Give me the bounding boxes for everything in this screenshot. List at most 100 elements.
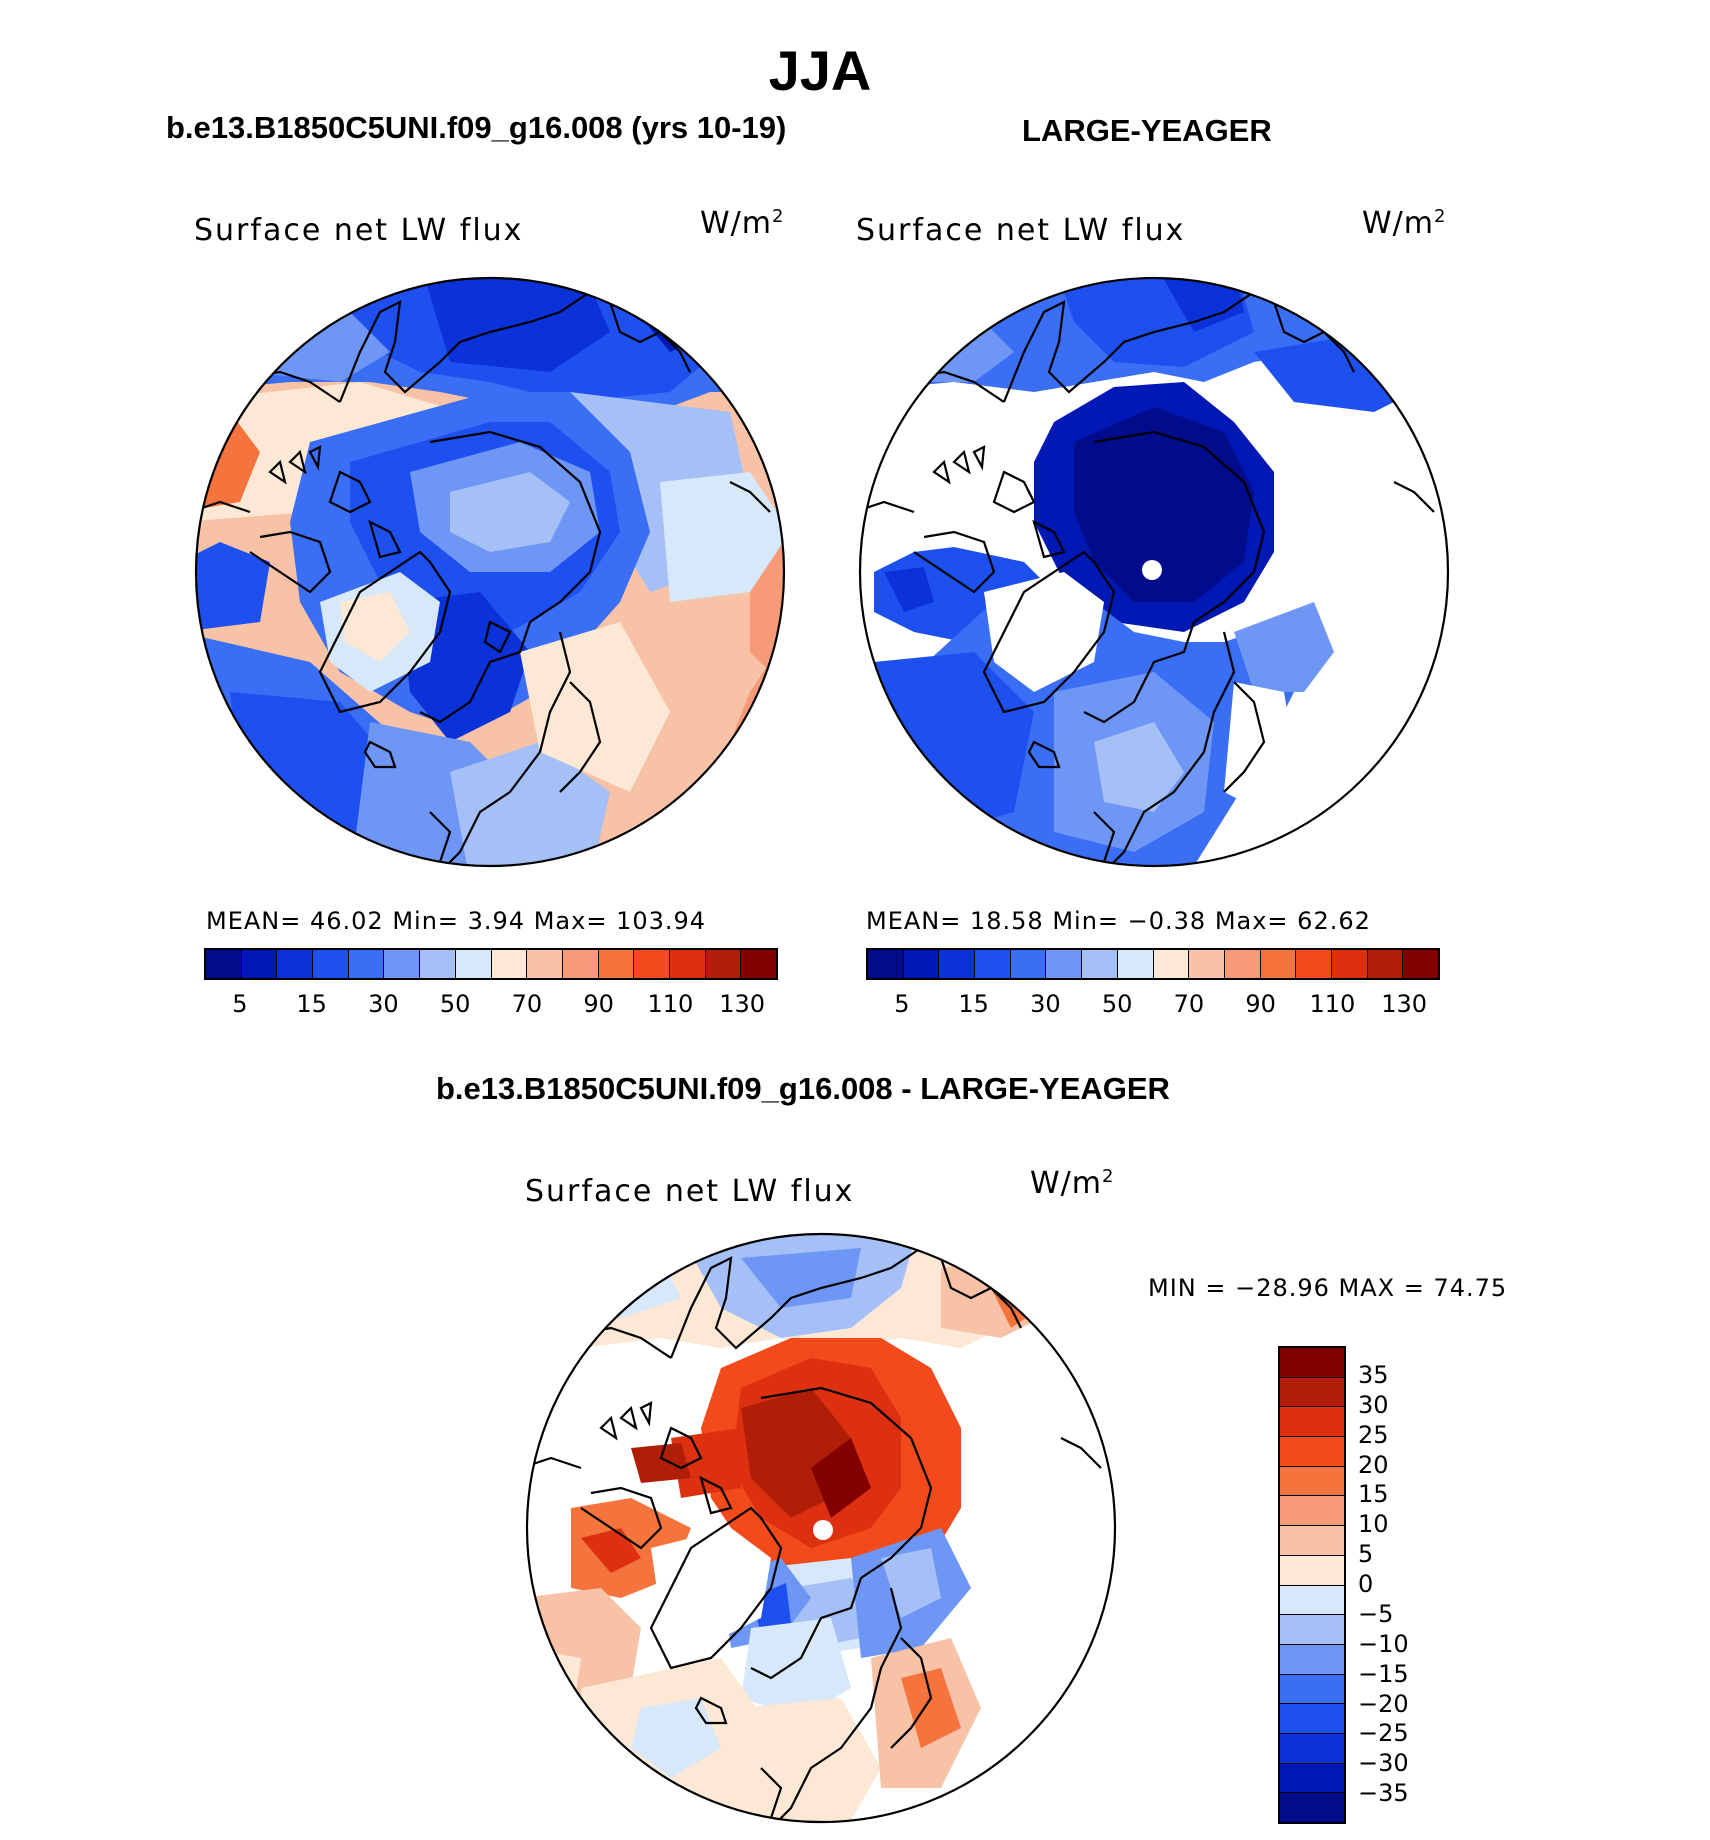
colorbar-cell: [1010, 950, 1047, 978]
right-polar-map: [858, 276, 1450, 868]
colorbar-cell: [1189, 950, 1225, 978]
right-panel-title: LARGE-YEAGER: [1022, 113, 1272, 148]
left-stats: MEAN= 46.02 Min= 3.94 Max= 103.94: [206, 907, 707, 935]
colorbar-cell: [1280, 1704, 1344, 1734]
left-panel-title: b.e13.B1850C5UNI.f09_g16.008 (yrs 10-19): [166, 110, 787, 145]
left-polar-map: [194, 276, 786, 868]
colorbar-tick-label: 15: [1358, 1480, 1389, 1509]
colorbar-cell: [598, 950, 635, 978]
left-units: W/m2: [700, 206, 785, 241]
colorbar-tick-label: −30: [1358, 1749, 1409, 1778]
colorbar-cell: [1280, 1585, 1344, 1616]
colorbar-tick-label: −15: [1358, 1659, 1409, 1688]
pole-marker-icon: [813, 1520, 833, 1540]
colorbar-tick-label: −5: [1358, 1599, 1394, 1628]
colorbar-cell: [868, 950, 904, 978]
colorbar-cell: [1260, 950, 1297, 978]
colorbar-cell: [1331, 950, 1368, 978]
colorbar-tick-label: 10: [1358, 1510, 1389, 1539]
colorbar-tick-label: 110: [1309, 990, 1356, 1018]
colorbar-tick-label: 30: [1030, 990, 1061, 1018]
colorbar-tick-label: 30: [368, 990, 399, 1018]
colorbar-cell: [1224, 950, 1261, 978]
main-title: JJA: [768, 39, 872, 102]
colorbar-tick-label: 5: [232, 990, 248, 1018]
colorbar-cell: [1280, 1674, 1344, 1705]
diff-minmax: MIN = −28.96 MAX = 74.75: [1148, 1274, 1508, 1302]
colorbar-cell: [1280, 1377, 1344, 1408]
colorbar-cell: [669, 950, 706, 978]
colorbar-tick-label: 15: [958, 990, 989, 1018]
colorbar-cell: [1280, 1644, 1344, 1675]
right-variable-name: Surface net LW flux: [856, 213, 1186, 248]
diff-units: W/m2: [1030, 1166, 1115, 1201]
colorbar-cell: [241, 950, 278, 978]
colorbar-cell: [348, 950, 385, 978]
colorbar-cell: [1367, 950, 1404, 978]
colorbar-cell: [420, 950, 456, 978]
colorbar-cell: [1153, 950, 1190, 978]
colorbar-tick-label: 5: [894, 990, 910, 1018]
colorbar-cell: [1280, 1496, 1344, 1527]
colorbar-cell: [455, 950, 492, 978]
colorbar-cell: [1403, 950, 1438, 978]
colorbar-cell: [1280, 1763, 1344, 1794]
pole-marker-icon: [1142, 560, 1162, 580]
colorbar-tick-label: 35: [1358, 1360, 1389, 1389]
colorbar-cell: [1280, 1793, 1344, 1822]
colorbar-tick-label: 0: [1358, 1570, 1374, 1598]
colorbar-cell: [1082, 950, 1118, 978]
left-variable-name: Surface net LW flux: [194, 213, 524, 248]
colorbar-cell: [1280, 1526, 1344, 1556]
colorbar-cell: [741, 950, 776, 978]
colorbar-cell: [939, 950, 976, 978]
colorbar-cell: [527, 950, 563, 978]
colorbar-cell: [277, 950, 314, 978]
diff-polar-map: [525, 1232, 1117, 1824]
colorbar-tick-label: 130: [1381, 990, 1428, 1018]
colorbar-cell: [1280, 1615, 1344, 1645]
colorbar-cell: [1280, 1407, 1344, 1438]
colorbar-cell: [903, 950, 940, 978]
colorbar-tick-label: 5: [1358, 1540, 1374, 1569]
colorbar-cell: [1296, 950, 1332, 978]
colorbar-cell: [705, 950, 742, 978]
colorbar-cell: [1117, 950, 1154, 978]
diff-panel-title: b.e13.B1850C5UNI.f09_g16.008 - LARGE-YEA…: [436, 1071, 1170, 1106]
left-colorbar: [204, 948, 778, 980]
colorbar-tick-label: 90: [1245, 990, 1276, 1018]
colorbar-cell: [1280, 1437, 1344, 1467]
colorbar-cell: [975, 950, 1011, 978]
colorbar-tick-label: 50: [439, 990, 471, 1018]
colorbar-tick-label: 50: [1101, 990, 1133, 1018]
colorbar-tick-label: 15: [296, 990, 327, 1018]
colorbar-cell: [206, 950, 242, 978]
colorbar-tick-label: 70: [1173, 990, 1205, 1018]
colorbar-cell: [634, 950, 670, 978]
colorbar-tick-label: 30: [1358, 1390, 1389, 1419]
colorbar-cell: [1046, 950, 1083, 978]
colorbar-tick-label: 70: [511, 990, 543, 1018]
diff-variable-name: Surface net LW flux: [525, 1174, 855, 1209]
colorbar-tick-label: −10: [1358, 1629, 1409, 1658]
colorbar-tick-label: 110: [647, 990, 694, 1018]
diff-colorbar: [1278, 1346, 1346, 1824]
colorbar-cell: [1280, 1348, 1344, 1378]
colorbar-cell: [562, 950, 599, 978]
colorbar-tick-label: −25: [1358, 1719, 1409, 1748]
colorbar-tick-label: 90: [583, 990, 614, 1018]
colorbar-cell: [384, 950, 421, 978]
colorbar-cell: [491, 950, 528, 978]
colorbar-cell: [1280, 1555, 1344, 1586]
colorbar-cell: [1280, 1733, 1344, 1764]
colorbar-tick-label: 25: [1358, 1420, 1389, 1449]
colorbar-tick-label: 20: [1358, 1450, 1389, 1479]
right-stats: MEAN= 18.58 Min= −0.38 Max= 62.62: [866, 907, 1371, 935]
colorbar-tick-label: 130: [719, 990, 766, 1018]
colorbar-tick-label: −35: [1358, 1779, 1409, 1808]
colorbar-tick-label: −20: [1358, 1689, 1409, 1718]
colorbar-cell: [1280, 1466, 1344, 1497]
right-colorbar: [866, 948, 1440, 980]
right-units: W/m2: [1362, 206, 1447, 241]
colorbar-cell: [313, 950, 349, 978]
